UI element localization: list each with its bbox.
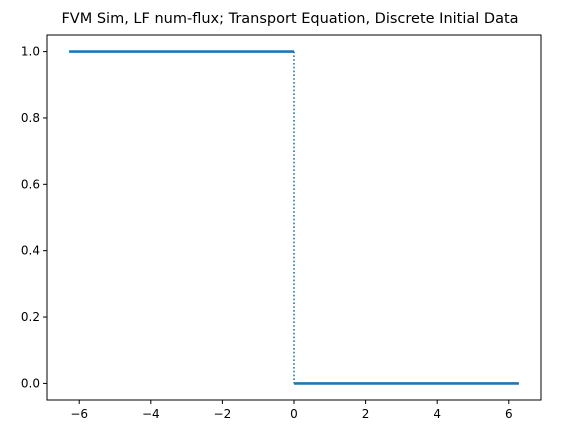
y-tick-label: 0.8 <box>21 111 40 125</box>
y-tick-label: 0.0 <box>21 376 40 390</box>
y-tick-label: 0.4 <box>21 244 40 258</box>
x-tick-label: 0 <box>290 407 298 421</box>
x-tick-label: 2 <box>362 407 370 421</box>
x-tick-label: 6 <box>505 407 513 421</box>
chart-title: FVM Sim, LF num-flux; Transport Equation… <box>61 11 518 27</box>
y-axis: 0.0 0.2 0.4 0.6 0.8 1.0 <box>21 45 47 390</box>
x-tick-label: −2 <box>214 407 232 421</box>
y-tick-label: 0.6 <box>21 177 40 191</box>
y-tick-label: 1.0 <box>21 45 40 59</box>
x-tick-label: 4 <box>433 407 441 421</box>
x-tick-label: −4 <box>142 407 160 421</box>
y-tick-label: 0.2 <box>21 310 40 324</box>
x-axis: −6 −4 −2 0 2 4 6 <box>70 400 513 421</box>
series-layer <box>69 50 519 385</box>
x-tick-label: −6 <box>70 407 88 421</box>
